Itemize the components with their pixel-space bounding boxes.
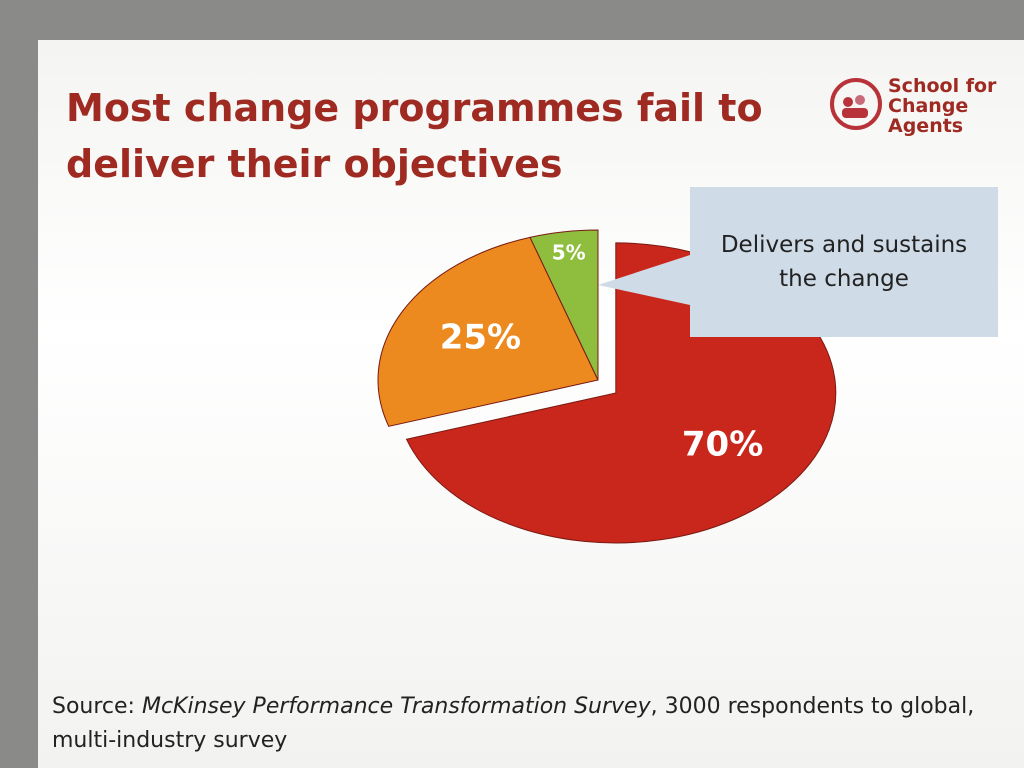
slice-group: 5%	[529, 229, 599, 381]
source: Source: McKinsey Performance Transformat…	[52, 690, 1012, 758]
value-label: 5%	[552, 241, 586, 265]
pie-slice	[377, 236, 599, 427]
chart-title: Most change programmes fail to deliver t…	[66, 86, 763, 186]
logo-line: Agents	[888, 115, 964, 137]
value-label: 25%	[440, 318, 521, 358]
callout-pointer	[598, 255, 690, 305]
annotation: Delivers and sustains the change	[690, 187, 998, 337]
pie-slice	[529, 229, 599, 381]
slide: Most change programmes fail to deliver t…	[38, 40, 1024, 768]
value-label: 70%	[682, 424, 763, 464]
logo: School for Change Agents	[828, 76, 1018, 136]
source-rest: , 3000 respondents to global, multi-indu…	[52, 694, 975, 753]
chart: 70% 25% 5%	[377, 229, 837, 544]
source-prefix: Source:	[52, 694, 135, 719]
logo-text: School for Change Agents	[888, 76, 996, 136]
slice-group: 25%	[377, 236, 599, 427]
logo-line: Change	[888, 95, 969, 117]
logo-icon	[830, 78, 882, 130]
source-title: McKinsey Performance Transformation Surv…	[141, 694, 651, 719]
logo-line: School for	[888, 75, 997, 97]
